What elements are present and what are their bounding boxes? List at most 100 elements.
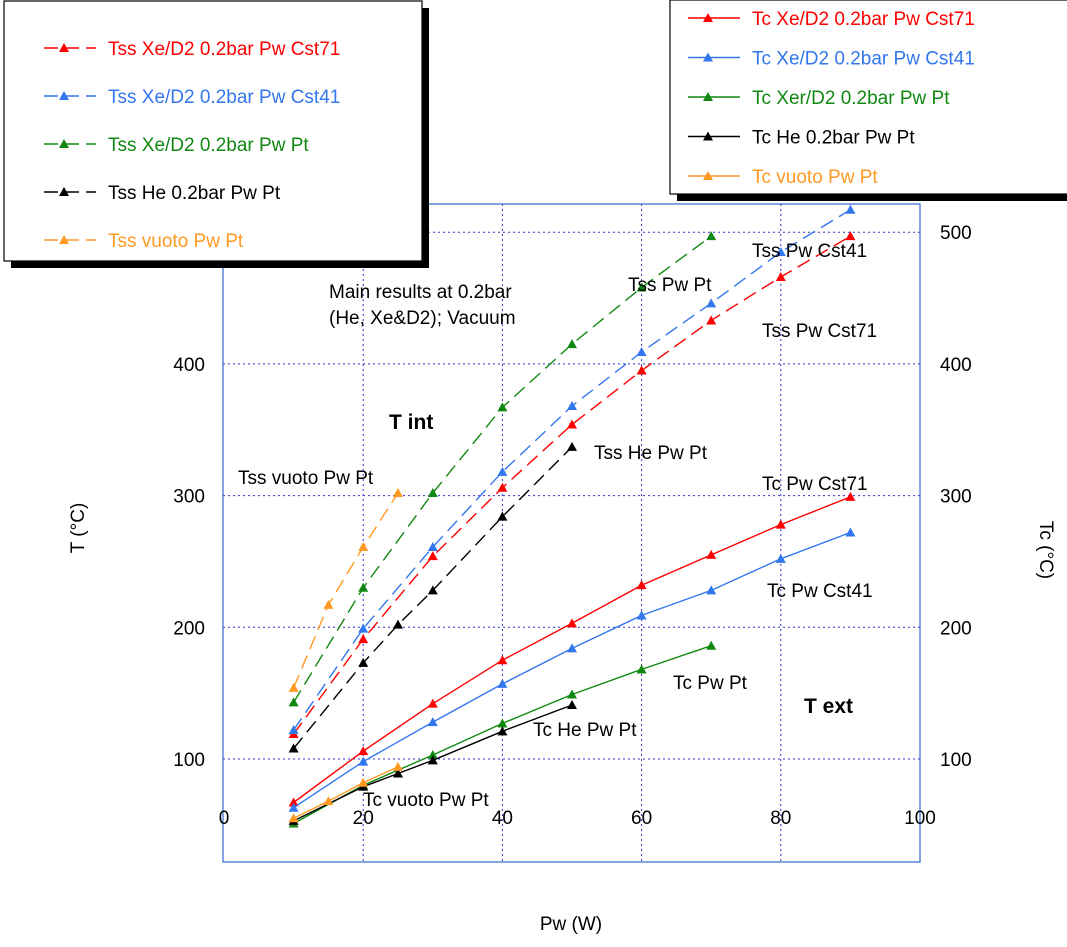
series-line (293, 704, 573, 822)
annotation-tc-pw-cst71: Tc Pw Cst71 (762, 474, 868, 495)
data-point (323, 796, 334, 806)
series-2 (288, 231, 717, 707)
data-point (497, 482, 508, 492)
legend-entry: Tc vuoto Pw Pt (688, 167, 878, 188)
data-point (427, 551, 438, 561)
x-tick-label: 60 (631, 808, 652, 829)
data-point (497, 402, 508, 412)
series-0 (288, 231, 856, 738)
annotation-tss-pw-cst41: Tss Pw Cst41 (752, 241, 867, 262)
data-point (323, 599, 334, 609)
data-point (567, 689, 577, 699)
data-point (567, 339, 577, 349)
series-9 (288, 761, 403, 823)
legend-label: Tc Xer/D2 0.2bar Pw Pt (752, 88, 950, 109)
x-axis-title: Pw (W) (540, 914, 602, 935)
series (288, 204, 856, 828)
annotation-tss-vuoto-pw-pt: Tss vuoto Pw Pt (238, 468, 374, 489)
data-point (288, 797, 299, 807)
series-line (293, 235, 851, 735)
legend-label: Tc Xe/D2 0.2bar Pw Cst71 (752, 9, 975, 30)
data-point (427, 487, 438, 497)
data-point (567, 441, 577, 451)
series-6 (288, 527, 856, 812)
data-point (706, 231, 717, 241)
data-point (706, 315, 717, 325)
annotation-tc-vuoto-pw-pt: Tc vuoto Pw Pt (363, 790, 489, 811)
data-point (775, 519, 786, 529)
data-point (636, 347, 647, 357)
data-point (567, 419, 577, 429)
data-point (393, 619, 403, 629)
legend-entry: Tss vuoto Pw Pt (44, 231, 244, 252)
data-point (288, 802, 299, 812)
data-point (427, 541, 438, 551)
legend-left-box (3, 0, 423, 262)
x-tick-label: 40 (492, 808, 513, 829)
plot-frame (222, 203, 921, 863)
data-point (775, 271, 786, 281)
legend-entry: Tss Xe/D2 0.2bar Pw Pt (44, 135, 309, 156)
annotation-tc-he-pw-pt: Tc He Pw Pt (533, 720, 637, 741)
data-point (636, 610, 647, 620)
series-line (292, 492, 399, 689)
legend-entry: Tc Xe/D2 0.2bar Pw Cst41 (688, 49, 975, 70)
data-point (358, 746, 369, 756)
data-point (358, 756, 369, 766)
data-point (775, 246, 786, 256)
data-point (358, 634, 369, 644)
legend-entry: Tc Xer/D2 0.2bar Pw Pt (688, 88, 950, 109)
y-tick-label-left: 400 (173, 355, 205, 376)
y-axis-title: T (°C) (68, 503, 89, 554)
y-tick-label-right: 400 (940, 355, 972, 376)
data-point (567, 618, 577, 628)
data-point (567, 401, 577, 411)
annotation-t-int: T int (389, 411, 433, 434)
annotation-tss-pw-cst71: Tss Pw Cst71 (762, 321, 877, 342)
data-point (567, 643, 577, 653)
legend-swatch-marker (59, 187, 69, 196)
legend-label: Tss vuoto Pw Pt (108, 231, 244, 252)
data-point (497, 678, 508, 688)
series-line (293, 766, 399, 819)
data-point (358, 541, 369, 551)
data-point (636, 365, 647, 375)
data-point (358, 777, 369, 787)
series-1 (288, 204, 856, 735)
legend-swatch-marker (703, 13, 713, 22)
x-tick-label: 80 (770, 808, 791, 829)
data-point (706, 298, 717, 308)
y2-axis-title: Tc (°C) (1035, 521, 1056, 579)
legend-entry: Tss Xe/D2 0.2bar Pw Cst71 (44, 39, 340, 60)
annotation-tss-pw-pt: Tss Pw Pt (628, 275, 712, 296)
legend-left-items: Tss Xe/D2 0.2bar Pw Cst71 Tss Xe/D2 0.2ba… (44, 39, 340, 252)
legend-label: Tc He 0.2bar Pw Pt (752, 128, 915, 149)
legend-swatch-marker (703, 52, 713, 62)
data-point (358, 582, 369, 592)
legend-swatch-marker (703, 92, 713, 101)
data-point (288, 743, 299, 753)
legend-entry: Tc He 0.2bar Pw Pt (688, 128, 915, 149)
data-point (497, 466, 508, 476)
y-tick-label-left: 200 (173, 618, 205, 639)
data-point (358, 623, 369, 633)
legend-label: Tc Xe/D2 0.2bar Pw Cst41 (752, 49, 975, 70)
data-point (497, 726, 508, 736)
data-point (288, 725, 299, 735)
data-point (427, 698, 438, 708)
legend-entry: Tc Xe/D2 0.2bar Pw Cst71 (688, 9, 975, 30)
legend-label: Tss He 0.2bar Pw Pt (108, 183, 281, 204)
data-point (393, 487, 403, 497)
data-point (845, 204, 856, 214)
data-point (288, 813, 299, 823)
legend-label: Tss Xe/D2 0.2bar Pw Pt (108, 135, 309, 156)
legend-label: Tss Xe/D2 0.2bar Pw Cst71 (108, 39, 340, 60)
legend-swatch-marker (59, 43, 69, 52)
series-4 (288, 487, 403, 692)
y-tick-label-left: 100 (173, 750, 205, 771)
data-point (567, 700, 577, 710)
data-point (845, 527, 856, 537)
series-5 (288, 491, 856, 807)
data-point (288, 697, 299, 707)
